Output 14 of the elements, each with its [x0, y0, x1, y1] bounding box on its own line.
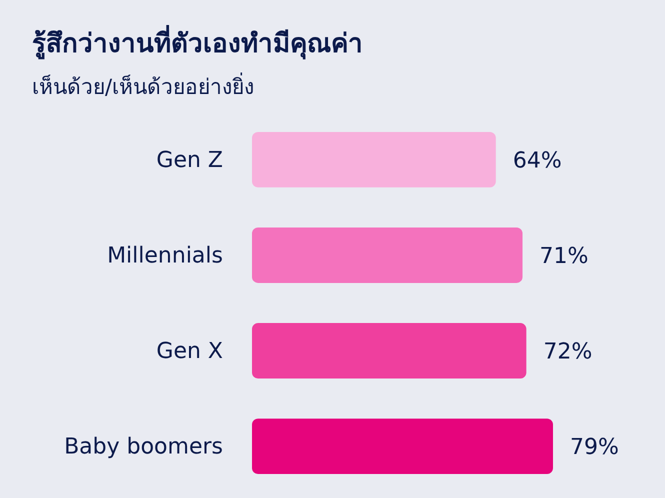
bar — [252, 418, 553, 474]
bar — [252, 132, 496, 188]
data-label: 64% — [512, 148, 562, 174]
data-label: 72% — [543, 339, 592, 364]
y-tick-label: Baby boomers — [64, 434, 223, 460]
y-tick-label: Gen Z — [156, 148, 223, 173]
data-label: 79% — [570, 434, 619, 460]
y-tick-label: Millennials — [107, 243, 223, 268]
bar — [252, 323, 526, 378]
data-label: 71% — [540, 244, 588, 269]
chart-title: รู้สึกว่างานที่ตัวเองทำมีคุณค่า — [32, 24, 363, 60]
bar — [252, 228, 523, 283]
y-tick-label: Gen X — [156, 338, 223, 364]
chart-subtitle: เห็นด้วย/เห็นด้วยอย่างยิ่ง — [32, 72, 254, 99]
